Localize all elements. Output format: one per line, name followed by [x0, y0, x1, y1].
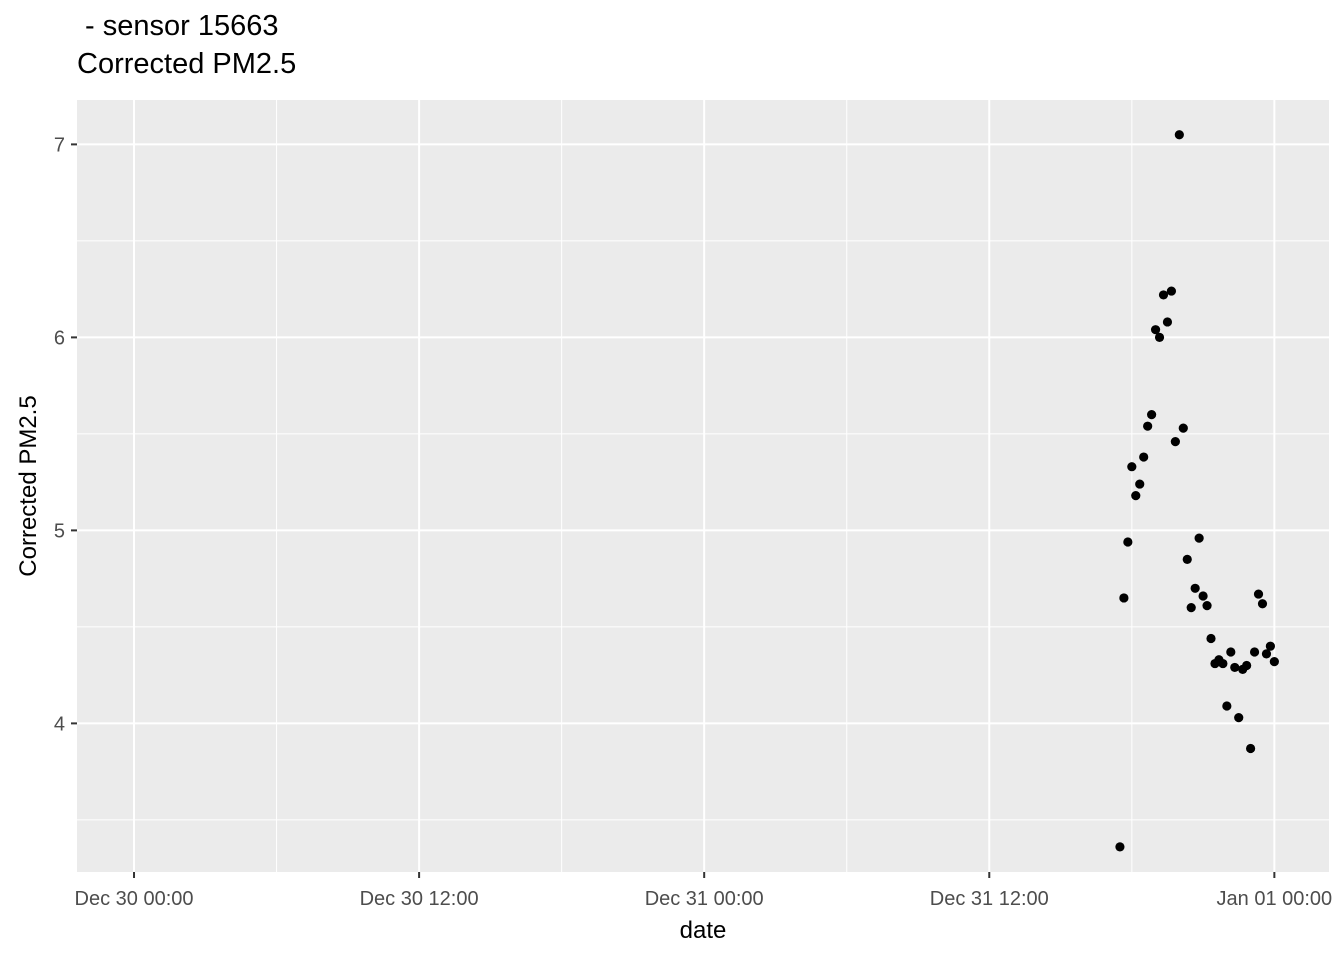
data-point — [1123, 537, 1133, 547]
data-point — [1131, 491, 1141, 501]
major-grid — [77, 100, 1329, 872]
y-tick-label: 7 — [54, 134, 65, 156]
data-point — [1269, 657, 1279, 667]
data-point — [1222, 701, 1232, 711]
data-point — [1150, 325, 1161, 335]
data-point — [1166, 286, 1177, 296]
data-point — [1190, 583, 1200, 593]
y-axis-label: Corrected PM2.5 — [15, 395, 42, 576]
data-point — [1206, 633, 1216, 644]
data-point — [1194, 533, 1204, 543]
data-point — [1127, 462, 1137, 472]
plot-panel — [77, 100, 1329, 872]
y-tick-label: 6 — [54, 327, 65, 349]
data-point — [1158, 290, 1169, 300]
data-point — [1174, 130, 1184, 140]
y-axis: 4 5 6 7 — [54, 134, 77, 735]
data-point — [1162, 317, 1173, 327]
data-point — [1246, 743, 1256, 754]
x-tick-label: Jan 01 00:00 — [1217, 888, 1333, 910]
chart-title-line2: Corrected PM2.5 — [77, 48, 297, 80]
data-point — [1226, 647, 1236, 657]
x-tick-label: Dec 30 00:00 — [75, 888, 194, 910]
data-point — [1143, 421, 1153, 431]
data-point — [1182, 554, 1192, 564]
data-point — [1198, 591, 1208, 601]
data-point — [1178, 423, 1188, 433]
data-point — [1249, 647, 1260, 657]
x-tick-label: Dec 31 00:00 — [645, 888, 764, 910]
data-point — [1154, 332, 1165, 342]
data-point — [1202, 601, 1212, 611]
data-point — [1218, 658, 1228, 669]
data-point — [1186, 602, 1196, 613]
data-point — [1261, 649, 1272, 659]
data-point — [1170, 437, 1180, 447]
data-point — [1265, 641, 1275, 651]
data-points — [1115, 130, 1279, 852]
x-axis-label: date — [680, 917, 727, 944]
y-tick-label: 5 — [54, 520, 65, 542]
data-point — [1147, 409, 1157, 420]
data-point — [1230, 662, 1240, 673]
x-axis: Dec 30 00:00 Dec 30 12:00 Dec 31 00:00 Dec … — [75, 872, 1333, 910]
data-point — [1119, 593, 1129, 603]
minor-grid — [77, 100, 1329, 872]
y-tick-label: 4 — [54, 713, 65, 735]
data-point — [1257, 599, 1268, 609]
data-point — [1135, 479, 1145, 489]
x-tick-label: Dec 30 12:00 — [360, 888, 479, 910]
data-point — [1253, 589, 1264, 599]
data-point — [1242, 660, 1252, 671]
x-tick-label: Dec 31 12:00 — [930, 888, 1049, 910]
data-point — [1234, 713, 1244, 723]
chart-title-line1: - sensor 15663 — [77, 10, 279, 42]
data-point — [1115, 842, 1125, 852]
data-point — [1139, 452, 1149, 462]
